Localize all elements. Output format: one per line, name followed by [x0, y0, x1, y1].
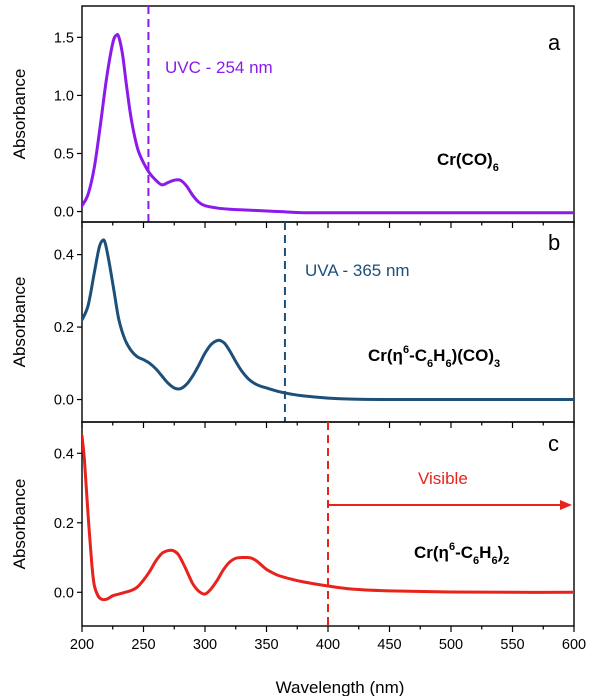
panel-a: 0.0 0.5 1.0 1.5 Absorbance UVC - 254 nm a Cr(CO… [10, 5, 575, 228]
plot-frame [81, 221, 575, 423]
x-axis-title: Wavelength (nm) [276, 678, 405, 696]
y-tick-label: 0.2 [54, 516, 74, 532]
panel-c: 0.0 0.2 0.4 200 250 300 350 400 450 500 550 600 Abso… [10, 421, 586, 653]
panel-letter: b [548, 230, 560, 255]
compound-label-subscript: 2 [503, 555, 509, 567]
panels: 0.0 0.5 1.0 1.5 Absorbance UVC - 254 nm a Cr(CO… [10, 5, 586, 653]
y-tick-label: 0.0 [54, 205, 74, 221]
x-tick-label: 200 [70, 637, 94, 653]
compound-label-superscript: 6 [403, 344, 409, 356]
compound-label-part: -C [409, 346, 427, 365]
compound-label-main: Cr(CO) [437, 150, 493, 169]
compound-label-part: )(CO) [452, 346, 494, 365]
spectrum-line [82, 434, 574, 602]
spectrum-line [82, 32, 574, 215]
compound-label-subscript: 6 [473, 555, 479, 567]
y-tick-label: 0.0 [54, 393, 74, 409]
compound-label-part: Cr(η [414, 543, 449, 562]
compound-label-superscript: 6 [449, 541, 455, 553]
x-tick-label: 250 [131, 637, 155, 653]
y-tick-label: 0.4 [54, 446, 74, 462]
compound-label-subscript: 6 [427, 358, 433, 370]
compound-label-part: Cr(η [368, 346, 403, 365]
wavelength-annotation: UVA - 365 nm [305, 261, 410, 280]
compound-label-subscript: 6 [491, 555, 497, 567]
compound-label-part: H [433, 346, 445, 365]
compound-label-subscript: 6 [445, 358, 451, 370]
x-tick-label: 600 [562, 637, 586, 653]
spectrum-line [82, 238, 574, 402]
compound-label-part: ) [498, 543, 504, 562]
y-tick-label: 0.0 [54, 585, 74, 601]
arrow-head-icon [560, 500, 572, 510]
y-tick-label: 1.0 [54, 88, 74, 104]
compound-label: Cr(CO)6 [437, 150, 499, 174]
y-tick-label: 0.5 [54, 146, 74, 162]
compound-label: Cr(η6-C6H6)(CO)3 [368, 344, 500, 370]
panel-letter: a [548, 30, 561, 55]
compound-label-part: H [479, 543, 491, 562]
wavelength-annotation: UVC - 254 nm [165, 58, 273, 77]
x-tick-label: 400 [316, 637, 340, 653]
compound-label-subscript: 3 [494, 358, 500, 370]
compound-label: Cr(η6-C6H6)2 [414, 541, 509, 567]
panel-letter: c [548, 431, 559, 456]
y-tick-label: 0.4 [54, 248, 74, 264]
y-tick-label: 1.5 [54, 30, 74, 46]
y-axis-title: Absorbance [10, 479, 29, 570]
x-tick-label: 550 [500, 637, 524, 653]
compound-label-subscript: 6 [493, 162, 499, 174]
wavelength-annotation: Visible [418, 469, 468, 488]
y-axis-title: Absorbance [10, 69, 29, 160]
compound-label-part: -C [455, 543, 473, 562]
plot-frame [81, 5, 575, 223]
x-tick-label: 500 [439, 637, 463, 653]
x-tick-label: 300 [193, 637, 217, 653]
y-tick-label: 0.2 [54, 320, 74, 336]
x-tick-label: 450 [377, 637, 401, 653]
x-tick-label: 350 [254, 637, 278, 653]
y-axis-title: Absorbance [10, 277, 29, 368]
